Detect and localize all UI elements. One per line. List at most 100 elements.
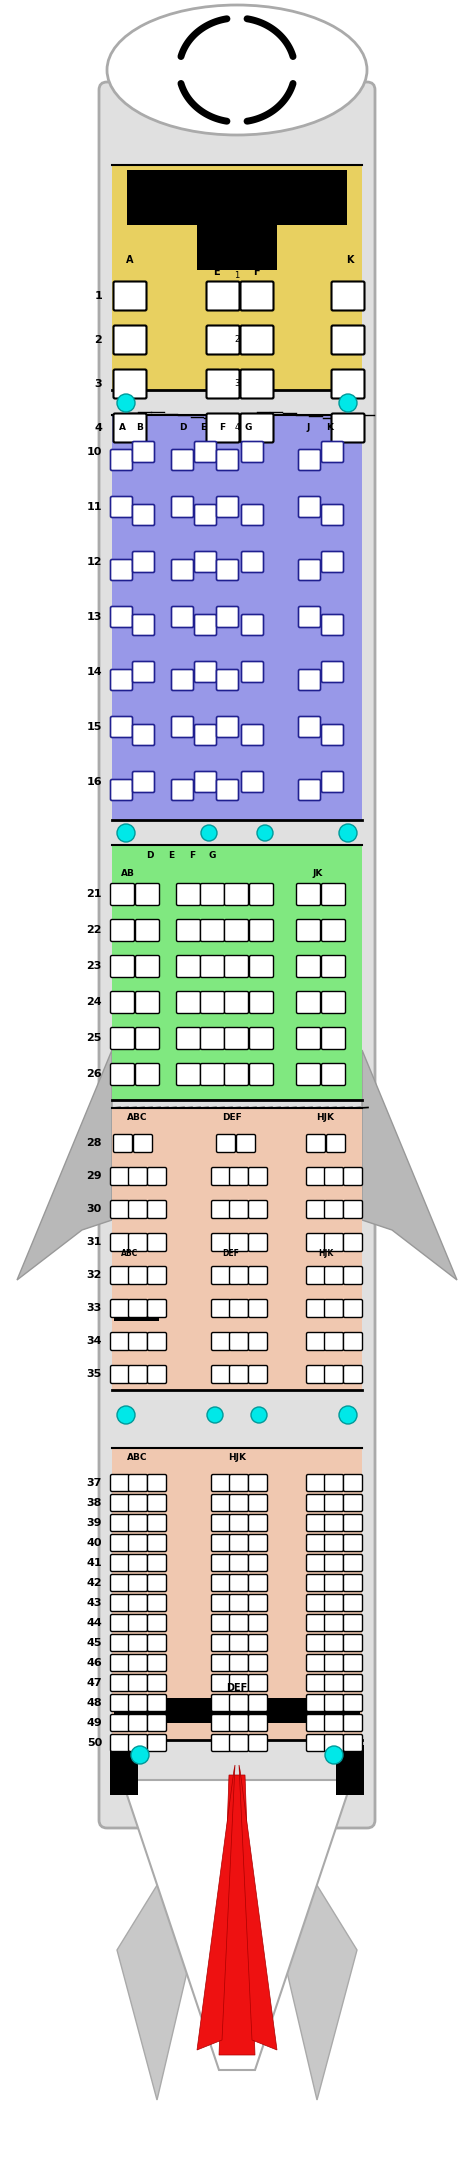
FancyBboxPatch shape	[344, 1299, 363, 1319]
FancyBboxPatch shape	[110, 607, 133, 627]
FancyBboxPatch shape	[110, 1028, 135, 1050]
FancyBboxPatch shape	[344, 1332, 363, 1351]
FancyBboxPatch shape	[225, 919, 248, 941]
FancyBboxPatch shape	[172, 559, 193, 581]
FancyBboxPatch shape	[344, 1694, 363, 1711]
Ellipse shape	[107, 4, 367, 135]
Text: 3: 3	[234, 380, 240, 389]
FancyBboxPatch shape	[147, 1554, 166, 1572]
Text: F: F	[189, 851, 195, 860]
Text: 12: 12	[86, 557, 102, 568]
FancyBboxPatch shape	[176, 956, 201, 978]
FancyBboxPatch shape	[321, 613, 344, 635]
Text: 22: 22	[86, 926, 102, 934]
FancyBboxPatch shape	[110, 1063, 135, 1085]
FancyBboxPatch shape	[241, 613, 264, 635]
FancyBboxPatch shape	[344, 1635, 363, 1653]
FancyBboxPatch shape	[307, 1495, 326, 1511]
FancyBboxPatch shape	[248, 1694, 267, 1711]
FancyBboxPatch shape	[248, 1233, 267, 1251]
FancyBboxPatch shape	[176, 1063, 201, 1085]
FancyBboxPatch shape	[325, 1201, 344, 1218]
FancyBboxPatch shape	[241, 552, 264, 572]
FancyBboxPatch shape	[321, 552, 344, 572]
FancyBboxPatch shape	[110, 1201, 129, 1218]
FancyBboxPatch shape	[229, 1594, 248, 1611]
FancyBboxPatch shape	[194, 661, 217, 683]
FancyBboxPatch shape	[110, 1367, 129, 1384]
FancyBboxPatch shape	[172, 779, 193, 801]
FancyBboxPatch shape	[110, 884, 135, 906]
Text: J: J	[306, 424, 310, 432]
FancyBboxPatch shape	[110, 1615, 129, 1631]
Text: 41: 41	[86, 1559, 102, 1567]
FancyBboxPatch shape	[299, 559, 320, 581]
FancyBboxPatch shape	[176, 991, 201, 1013]
FancyBboxPatch shape	[128, 1332, 147, 1351]
Circle shape	[251, 1408, 267, 1423]
FancyBboxPatch shape	[211, 1694, 230, 1711]
FancyBboxPatch shape	[201, 1063, 225, 1085]
Bar	[112, 845, 362, 1100]
FancyBboxPatch shape	[325, 1714, 344, 1731]
Text: 50: 50	[87, 1738, 102, 1749]
FancyBboxPatch shape	[128, 1554, 147, 1572]
FancyBboxPatch shape	[172, 670, 193, 690]
FancyBboxPatch shape	[307, 1233, 326, 1251]
FancyBboxPatch shape	[248, 1714, 267, 1731]
FancyBboxPatch shape	[110, 1554, 129, 1572]
FancyBboxPatch shape	[325, 1535, 344, 1552]
FancyBboxPatch shape	[113, 282, 146, 310]
Text: K: K	[327, 424, 334, 432]
Polygon shape	[242, 1779, 357, 2100]
Text: 10: 10	[87, 448, 102, 456]
FancyBboxPatch shape	[128, 1694, 147, 1711]
Text: DEF: DEF	[227, 1683, 247, 1694]
FancyBboxPatch shape	[307, 1332, 326, 1351]
FancyBboxPatch shape	[307, 1615, 326, 1631]
FancyBboxPatch shape	[325, 1655, 344, 1672]
FancyBboxPatch shape	[134, 1135, 153, 1153]
FancyBboxPatch shape	[201, 884, 225, 906]
FancyBboxPatch shape	[128, 1574, 147, 1591]
Text: 39: 39	[86, 1517, 102, 1528]
FancyBboxPatch shape	[307, 1474, 326, 1491]
FancyBboxPatch shape	[110, 1474, 129, 1491]
FancyBboxPatch shape	[344, 1674, 363, 1692]
FancyBboxPatch shape	[211, 1655, 230, 1672]
FancyBboxPatch shape	[147, 1367, 166, 1384]
FancyBboxPatch shape	[248, 1299, 267, 1319]
FancyBboxPatch shape	[147, 1694, 166, 1711]
FancyBboxPatch shape	[325, 1554, 344, 1572]
FancyBboxPatch shape	[344, 1615, 363, 1631]
FancyBboxPatch shape	[128, 1615, 147, 1631]
FancyBboxPatch shape	[110, 1694, 129, 1711]
Text: 24: 24	[86, 998, 102, 1006]
FancyBboxPatch shape	[133, 504, 155, 526]
FancyBboxPatch shape	[110, 450, 133, 472]
FancyBboxPatch shape	[217, 450, 238, 472]
FancyBboxPatch shape	[147, 1233, 166, 1251]
FancyBboxPatch shape	[217, 496, 238, 517]
FancyBboxPatch shape	[128, 1201, 147, 1218]
FancyBboxPatch shape	[325, 1299, 344, 1319]
FancyBboxPatch shape	[207, 369, 239, 399]
FancyBboxPatch shape	[248, 1266, 267, 1284]
FancyBboxPatch shape	[128, 1233, 147, 1251]
FancyBboxPatch shape	[217, 716, 238, 738]
FancyBboxPatch shape	[110, 1655, 129, 1672]
FancyBboxPatch shape	[110, 1714, 129, 1731]
Text: D: D	[146, 851, 154, 860]
Text: HJK: HJK	[228, 1454, 246, 1463]
FancyBboxPatch shape	[325, 1332, 344, 1351]
FancyBboxPatch shape	[325, 1735, 344, 1751]
FancyBboxPatch shape	[229, 1674, 248, 1692]
FancyBboxPatch shape	[211, 1201, 230, 1218]
FancyBboxPatch shape	[128, 1474, 147, 1491]
FancyBboxPatch shape	[344, 1574, 363, 1591]
FancyBboxPatch shape	[229, 1554, 248, 1572]
FancyBboxPatch shape	[147, 1535, 166, 1552]
FancyBboxPatch shape	[147, 1594, 166, 1611]
FancyBboxPatch shape	[229, 1168, 248, 1185]
FancyBboxPatch shape	[344, 1266, 363, 1284]
